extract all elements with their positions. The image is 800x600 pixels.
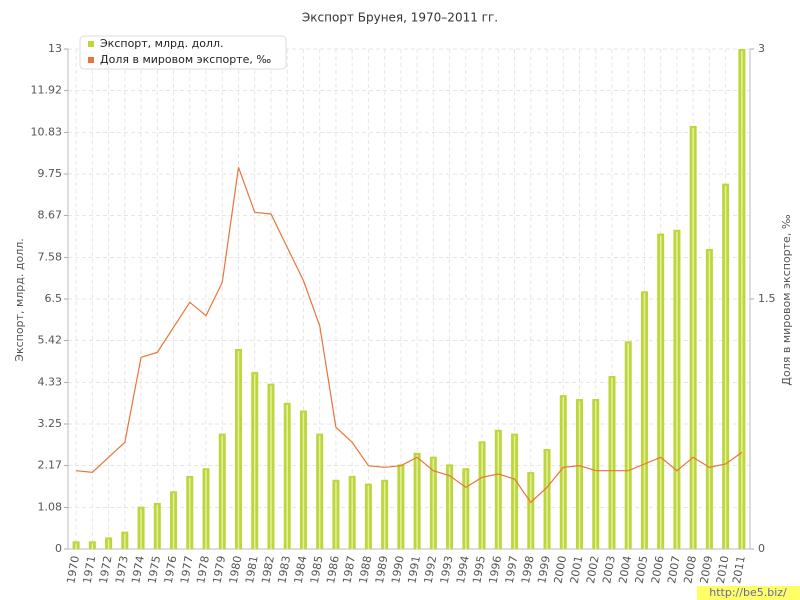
x-tick-label: 1995	[470, 555, 488, 585]
x-tick-label: 2011	[730, 555, 748, 585]
y-tick-label: 4.33	[38, 375, 63, 388]
x-tick-label: 2007	[665, 555, 683, 585]
legend: Экспорт, млрд. долл. Доля в мировом экспо…	[79, 35, 287, 70]
y-tick-label: 2.17	[38, 459, 63, 472]
y-tick-label: 13	[48, 42, 62, 55]
x-tick-label: 1990	[389, 555, 407, 585]
x-tick-label: 2002	[584, 555, 602, 585]
x-tick-label: 1997	[503, 555, 521, 585]
y-tick-label: 11.92	[31, 84, 63, 97]
x-tick-label: 1982	[259, 555, 277, 585]
y-tick-label: 1.08	[38, 500, 63, 513]
x-tick-label: 1976	[162, 555, 180, 585]
x-tick-label: 1984	[292, 555, 310, 585]
x-tick-label: 1975	[146, 555, 164, 585]
x-tick-label: 1994	[454, 555, 472, 585]
x-tick-label: 1971	[81, 555, 99, 585]
legend-label: Доля в мировом экспорте, ‰	[100, 53, 271, 66]
x-tick-label: 1992	[422, 555, 440, 585]
legend-marker	[88, 57, 94, 63]
x-tick-label: 1987	[340, 555, 358, 585]
y-tick-label: 5.42	[38, 334, 63, 347]
x-tick-label: 1986	[324, 555, 342, 585]
x-tick-label: 2008	[681, 555, 699, 585]
legend-marker	[88, 41, 94, 47]
chart-title: Экспорт Брунея, 1970–2011 гг.	[302, 11, 498, 25]
x-tick-label: 2010	[714, 555, 732, 585]
x-tick-label: 2006	[649, 555, 667, 585]
x-tick-label: 1970	[64, 555, 82, 585]
x-tick-label: 1972	[97, 555, 115, 585]
x-tick-label: 1999	[535, 555, 553, 585]
y2-tick-label: 0	[758, 542, 765, 555]
legend-label: Экспорт, млрд. долл.	[100, 37, 223, 50]
x-tick-label: 1978	[194, 555, 212, 585]
x-tick-label: 1977	[178, 555, 196, 585]
y-tick-label: 9.75	[38, 167, 63, 180]
x-tick-label: 2009	[698, 555, 716, 585]
x-tick-label: 1979	[211, 555, 229, 585]
line	[76, 167, 743, 504]
x-tick-label: 2004	[616, 555, 634, 585]
y-tick-label: 8.67	[38, 209, 63, 222]
y2-axis-label: Доля в мировом экспорте, ‰	[780, 214, 793, 385]
x-tick-label: 1998	[519, 555, 537, 585]
x-tick-label: 1991	[405, 555, 423, 585]
x-tick-label: 2000	[552, 555, 570, 585]
x-tick-label: 1993	[438, 555, 456, 585]
watermark[interactable]: http://be5.biz/	[709, 586, 787, 599]
y2-tick-label: 1.5	[758, 292, 776, 305]
x-tick-label: 1974	[129, 555, 147, 585]
x-tick-label: 1981	[243, 555, 261, 585]
x-tick-label: 1980	[227, 555, 245, 585]
y-axis-label: Экспорт, млрд. долл.	[13, 238, 26, 361]
x-tick-label: 1985	[308, 555, 326, 585]
x-tick-label: 2001	[568, 555, 586, 585]
y-tick-label: 6.5	[45, 292, 63, 305]
watermark-bg	[697, 586, 800, 600]
legend-box	[79, 35, 287, 70]
y-tick-label: 7.58	[38, 250, 63, 263]
x-tick-label: 2005	[633, 555, 651, 585]
x-tick-label: 2003	[600, 555, 618, 585]
y2-tick-label: 3	[758, 42, 765, 55]
x-tick-label: 1983	[275, 555, 293, 585]
x-tick-label: 1973	[113, 555, 131, 585]
x-tick-label: 1988	[357, 555, 375, 585]
x-tick-label: 1996	[487, 555, 505, 585]
y-tick-label: 3.25	[38, 417, 63, 430]
y-tick-label: 0	[55, 542, 62, 555]
x-tick-label: 1989	[373, 555, 391, 585]
y-tick-label: 10.83	[31, 125, 63, 138]
